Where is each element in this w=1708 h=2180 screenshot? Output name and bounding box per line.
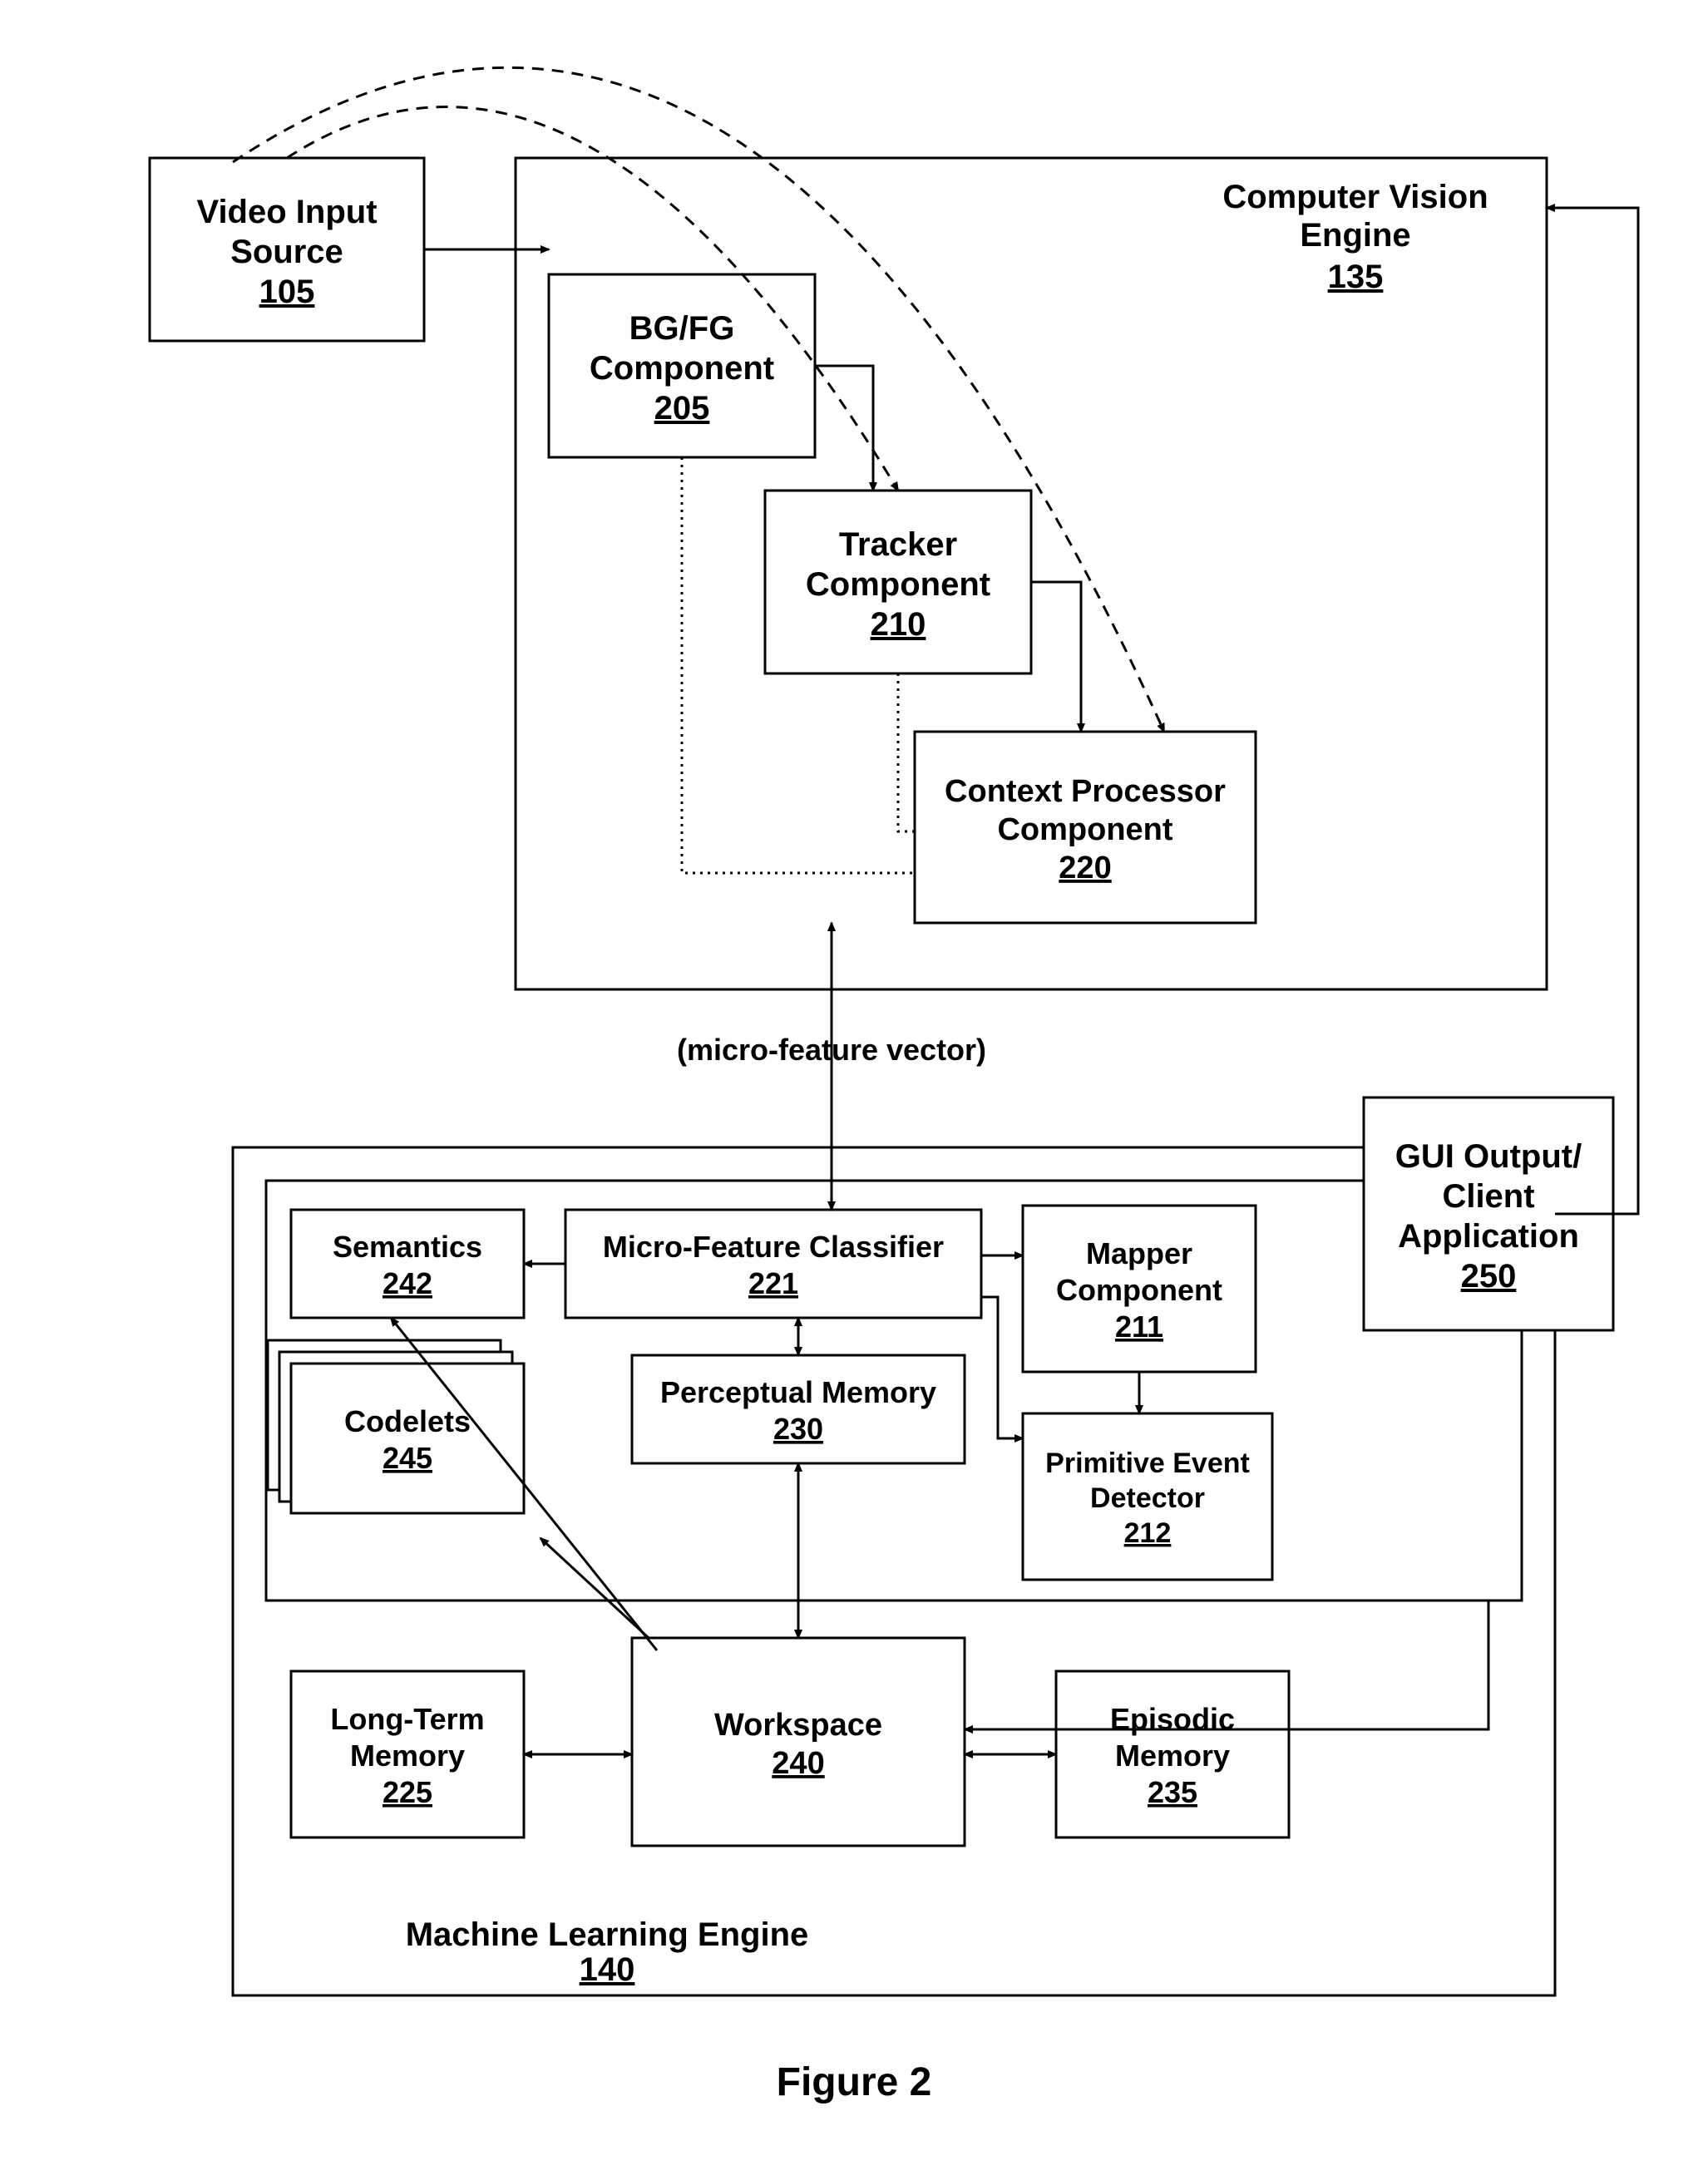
episodic-num: 235 bbox=[1148, 1775, 1197, 1809]
codelets-label: Codelets bbox=[344, 1404, 471, 1438]
ped-label: Detector bbox=[1090, 1482, 1205, 1514]
edge-ml_engine-gui-19 bbox=[1547, 208, 1638, 1214]
edge-tracker-context-4 bbox=[898, 673, 915, 831]
workspace-num: 240 bbox=[772, 1746, 824, 1781]
gui-label: GUI Output/ bbox=[1395, 1138, 1582, 1175]
ped-num: 212 bbox=[1124, 1517, 1172, 1549]
context-box: Context ProcessorComponent 220 bbox=[915, 732, 1256, 923]
video_input-num: 105 bbox=[259, 274, 315, 310]
edge-workspace-codelets-17 bbox=[541, 1538, 649, 1638]
gui-num: 250 bbox=[1461, 1258, 1517, 1295]
perceptual-label: Perceptual Memory bbox=[660, 1375, 936, 1409]
semantics-num: 242 bbox=[383, 1266, 432, 1300]
longterm-label: Long-Term bbox=[330, 1702, 484, 1736]
context-num: 220 bbox=[1059, 851, 1111, 885]
ped-label: Primitive Event bbox=[1045, 1448, 1250, 1479]
bgfg-label: Component bbox=[590, 350, 774, 387]
ml-engine-num: 140 bbox=[580, 1951, 635, 1988]
workspace-label: Workspace bbox=[714, 1708, 882, 1743]
semantics-box: Semantics242 bbox=[291, 1210, 524, 1318]
perceptual-num: 230 bbox=[773, 1412, 823, 1446]
video_input-label: Source bbox=[230, 234, 343, 270]
longterm-box: Long-TermMemory225 bbox=[291, 1671, 524, 1837]
codelets-box: Codelets245 bbox=[268, 1340, 524, 1513]
tracker-num: 210 bbox=[871, 606, 926, 643]
longterm-label: Memory bbox=[350, 1739, 465, 1773]
edge-bgfg-tracker-1 bbox=[815, 366, 873, 491]
bgfg-label: BG/FG bbox=[629, 310, 735, 347]
bgfg-box: BG/FGComponent205 bbox=[549, 274, 815, 457]
gui-label: Application bbox=[1398, 1218, 1579, 1255]
cv-engine-num: 135 bbox=[1328, 259, 1384, 295]
tracker-box: TrackerComponent210 bbox=[765, 491, 1031, 673]
mapper-label: Component bbox=[1056, 1273, 1222, 1307]
figure-caption: Figure 2 bbox=[777, 2060, 932, 2104]
video_input-box: Video Input Source 105 bbox=[150, 158, 424, 341]
cv-engine-title: Computer Vision bbox=[1222, 179, 1488, 215]
video_input-label: Video Input bbox=[196, 194, 377, 230]
mfc-label: Micro-Feature Classifier bbox=[603, 1230, 944, 1264]
edge-tracker-context-2 bbox=[1031, 582, 1081, 732]
ped-box: Primitive EventDetector212 bbox=[1023, 1413, 1272, 1580]
tracker-label: Tracker bbox=[839, 526, 957, 563]
mapper-num: 211 bbox=[1115, 1309, 1163, 1344]
codelets-num: 245 bbox=[383, 1441, 432, 1475]
longterm-num: 225 bbox=[383, 1775, 432, 1809]
context-label: Context Processor bbox=[945, 774, 1226, 809]
ml-engine-title: Machine Learning Engine bbox=[406, 1916, 809, 1953]
edge-mfc-ped-10 bbox=[981, 1297, 1023, 1438]
semantics-label: Semantics bbox=[333, 1230, 482, 1264]
context-label: Component bbox=[997, 812, 1172, 847]
workspace-box: Workspace240 bbox=[632, 1638, 965, 1846]
tracker-label: Component bbox=[806, 566, 990, 603]
micro-feature-vector-label: (micro-feature vector) bbox=[677, 1033, 986, 1067]
mfc-num: 221 bbox=[748, 1266, 798, 1300]
bgfg-num: 205 bbox=[654, 390, 710, 427]
episodic-label: Episodic bbox=[1110, 1702, 1235, 1736]
episodic-box: EpisodicMemory235 bbox=[1056, 1671, 1289, 1837]
mfc-box: Micro-Feature Classifier221 bbox=[565, 1210, 981, 1318]
mapper-box: MapperComponent211 bbox=[1023, 1206, 1256, 1372]
mapper-label: Mapper bbox=[1086, 1236, 1192, 1270]
gui-label: Client bbox=[1442, 1178, 1534, 1215]
cv-engine-title: Engine bbox=[1300, 217, 1410, 254]
episodic-label: Memory bbox=[1115, 1739, 1230, 1773]
perceptual-box: Perceptual Memory230 bbox=[632, 1355, 965, 1463]
